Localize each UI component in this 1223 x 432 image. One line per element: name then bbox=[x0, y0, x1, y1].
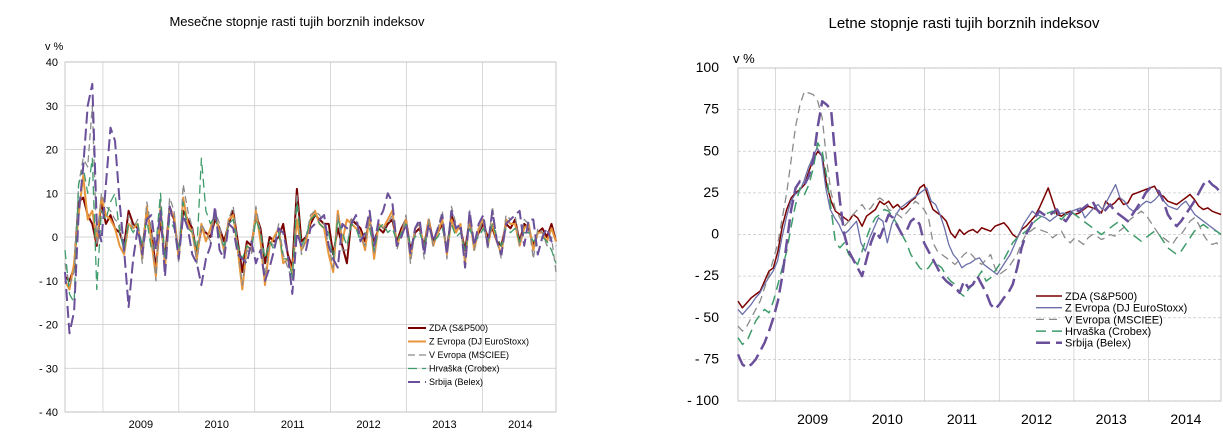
legend-label-zda: ZDA (S&P500) bbox=[1065, 291, 1137, 303]
y-tick-label: 30 bbox=[46, 101, 58, 113]
chart-title-annual: Letne stopnje rasti tujih borznih indeks… bbox=[829, 15, 1100, 32]
legend-label-vevropa: V Evropa (MSCIEE) bbox=[429, 350, 509, 360]
y-tick-label: 25 bbox=[703, 184, 719, 200]
annual-growth-chart: Letne stopnje rasti tujih borznih indeks… bbox=[687, 15, 1221, 427]
y-tick-label: 100 bbox=[696, 59, 720, 75]
y-tick-label: - 20 bbox=[39, 320, 58, 332]
legend-label-evropa: Z Evropa (DJ EuroStoxx) bbox=[429, 337, 529, 347]
y-axis-label-annual: v % bbox=[733, 51, 755, 66]
legend-annual: ZDA (S&P500)Z Evropa (DJ EuroStoxx)V Evr… bbox=[1036, 291, 1187, 350]
x-tick-label: 2011 bbox=[281, 419, 305, 431]
x-tick-label: 2013 bbox=[432, 419, 456, 431]
tick-labels-annual: 100 75 50 25 0 - 25 - 50 - 75 - 100 2009 2010 2011 2… bbox=[687, 59, 1202, 427]
y-tick-label: - 50 bbox=[695, 309, 719, 325]
monthly-growth-chart: Mesečne stopnje rasti tujih borznih inde… bbox=[39, 14, 556, 431]
gridlines-annual bbox=[738, 68, 1221, 401]
y-tick-label: 75 bbox=[703, 101, 719, 117]
y-tick-label: 0 bbox=[711, 226, 719, 242]
x-tick-label: 2013 bbox=[1096, 411, 1127, 427]
y-tick-label: 10 bbox=[46, 188, 58, 200]
x-tick-label: 2011 bbox=[947, 411, 977, 427]
y-tick-label: 50 bbox=[703, 142, 719, 158]
x-tick-label: 2009 bbox=[797, 411, 828, 427]
x-tick-label: 2014 bbox=[1170, 411, 1201, 427]
y-tick-label: - 30 bbox=[39, 363, 58, 375]
x-tick-label: 2012 bbox=[356, 419, 380, 431]
y-tick-label: 20 bbox=[46, 145, 58, 157]
x-tick-label: 2014 bbox=[508, 419, 532, 431]
y-tick-label: - 75 bbox=[695, 350, 719, 366]
legend-label-evropa_right: Z Evropa (DJ EuroStoxx) bbox=[1065, 303, 1187, 315]
legend-label-hrvaska: Hrvaška (Crobex) bbox=[1065, 326, 1151, 338]
legend-label-hrvaska: Hrvaška (Crobex) bbox=[429, 364, 500, 374]
legend-monthly: ZDA (S&P500) Z Evropa (DJ EuroStoxx) V Evr… bbox=[408, 323, 529, 387]
legend-label-srbija: Srbija (Belex) bbox=[429, 377, 483, 387]
y-axis-label-monthly: v % bbox=[45, 41, 64, 53]
x-tick-label: 2010 bbox=[872, 411, 903, 427]
legend-label-srbija: Srbija (Belex) bbox=[1065, 338, 1131, 350]
x-tick-label: 2009 bbox=[129, 419, 153, 431]
y-tick-label: - 10 bbox=[39, 276, 58, 288]
y-tick-label: - 100 bbox=[687, 392, 719, 408]
y-tick-label: 40 bbox=[46, 57, 58, 69]
legend-label-vevropa: V Evropa (MSCIEE) bbox=[1065, 314, 1163, 326]
y-tick-label: - 40 bbox=[39, 407, 58, 419]
y-tick-label: - 25 bbox=[695, 267, 719, 283]
chart-title-monthly: Mesečne stopnje rasti tujih borznih inde… bbox=[169, 14, 425, 29]
y-tick-label: 0 bbox=[52, 232, 58, 244]
x-tick-label: 2010 bbox=[205, 419, 229, 431]
legend-label-zda: ZDA (S&P500) bbox=[429, 323, 488, 333]
x-tick-label: 2012 bbox=[1021, 411, 1052, 427]
